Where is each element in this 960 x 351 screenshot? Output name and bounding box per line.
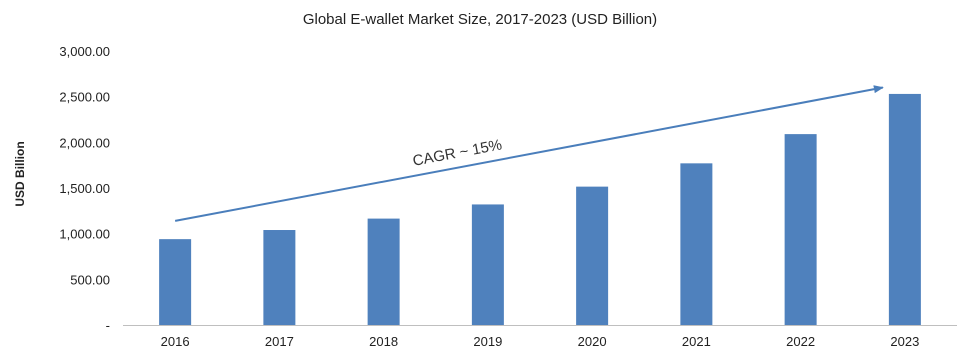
bar-2016 (159, 239, 192, 325)
y-tick-label: 2,500.00 (59, 90, 110, 105)
y-tick-label: 3,000.00 (59, 44, 110, 59)
x-tick-label: 2020 (578, 334, 607, 349)
x-tick-label: 2019 (473, 334, 502, 349)
bar-2022 (784, 134, 817, 325)
bars-group (159, 93, 921, 325)
x-tick-label: 2017 (265, 334, 294, 349)
y-tick-label: 500.00 (70, 272, 110, 287)
y-axis-label: USD Billion (13, 141, 27, 206)
bar-2019 (471, 204, 504, 325)
x-tick-label: 2018 (369, 334, 398, 349)
x-tick-label: 2023 (890, 334, 919, 349)
x-tick-label: 2021 (682, 334, 711, 349)
x-tick-label: 2016 (161, 334, 190, 349)
bar-2021 (680, 163, 713, 325)
y-tick-label: 2,000.00 (59, 135, 110, 150)
bar-2018 (367, 218, 400, 325)
chart-title: Global E-wallet Market Size, 2017-2023 (… (303, 11, 657, 28)
cagr-annotation: CAGR ~ 15% (411, 136, 503, 169)
y-tick-label: 1,000.00 (59, 227, 110, 242)
cagr-trend-arrow (174, 85, 884, 222)
bar-2020 (576, 186, 609, 325)
x-axis: 2016 2017 2018 2019 2020 2021 2022 2023 (161, 334, 920, 349)
y-tick-label: 1,500.00 (59, 181, 110, 196)
x-tick-label: 2022 (786, 334, 815, 349)
y-tick-label: - (106, 318, 110, 333)
y-axis: - 500.00 1,000.00 1,500.00 2,000.00 2,500.00 3… (59, 44, 110, 333)
bar-2023 (888, 93, 921, 325)
bar-2017 (263, 230, 296, 325)
